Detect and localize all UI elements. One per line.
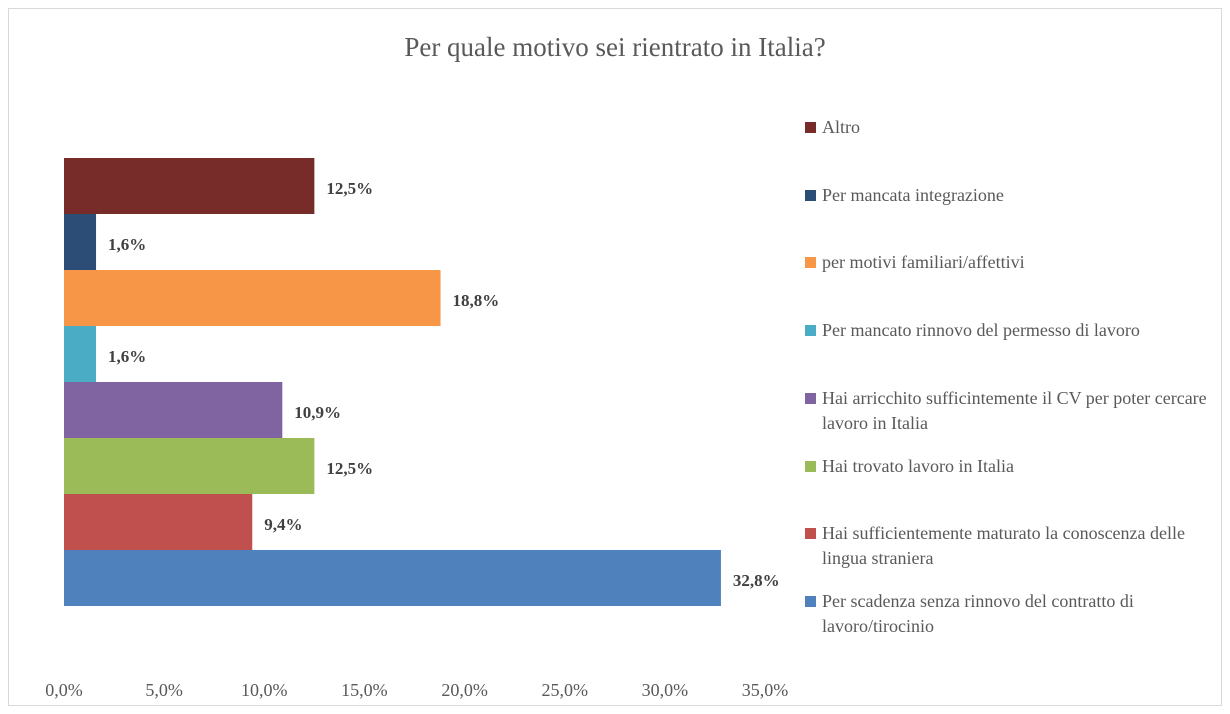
data-label: 18,8% (453, 291, 500, 310)
data-label: 9,4% (264, 515, 302, 534)
x-tick-label: 15,0% (341, 680, 388, 700)
legend-label: Hai sufficientemente maturato la conosce… (822, 523, 1186, 569)
x-tick-label: 5,0% (145, 680, 183, 700)
x-tick-label: 35,0% (742, 680, 789, 700)
bar (64, 326, 97, 382)
legend-label: per motivi familiari/affettivi (822, 252, 1025, 273)
bar (64, 158, 315, 214)
legend-label: Hai arricchito sufficintemente il CV per… (822, 387, 1207, 433)
legend-item: Per scadenza senza rinnovo del contratto… (805, 589, 1215, 639)
data-label: 12,5% (326, 179, 373, 198)
legend-item: Hai arricchito sufficintemente il CV per… (805, 386, 1215, 436)
legend-label: Per mancata integrazione (822, 184, 1004, 205)
x-tick-label: 25,0% (541, 680, 588, 700)
chart-title: Per quale motivo sei rientrato in Italia… (404, 32, 825, 62)
legend-label: Altro (822, 117, 860, 137)
data-label: 12,5% (326, 459, 373, 478)
x-tick-label: 30,0% (642, 680, 689, 700)
bar (64, 382, 283, 438)
data-label: 32,8% (733, 571, 780, 590)
data-label: 1,6% (108, 235, 146, 254)
legend-swatch (805, 392, 816, 404)
legend-item: Per mancato rinnovo del permesso di lavo… (805, 318, 1215, 343)
bar (64, 214, 97, 270)
x-tick-label: 20,0% (441, 680, 488, 700)
x-tick-label: 10,0% (241, 680, 288, 700)
x-tick-label: 0,0% (45, 680, 83, 700)
bar (64, 494, 253, 550)
legend-swatch (805, 460, 816, 472)
legend-swatch (805, 122, 816, 133)
legend-label: Hai trovato lavoro in Italia (822, 455, 1014, 476)
legend-item: per motivi familiari/affettivi (805, 250, 1215, 275)
data-label: 10,9% (294, 403, 341, 422)
legend-swatch (805, 528, 816, 540)
legend-swatch (805, 189, 816, 201)
legend-label: Per scadenza senza rinnovo del contratto… (822, 590, 1134, 636)
legend-swatch (805, 257, 816, 269)
legend-label: Per mancato rinnovo del permesso di lavo… (822, 320, 1140, 341)
bar (64, 550, 721, 606)
legend-swatch (805, 595, 816, 607)
data-label: 1,6% (108, 347, 146, 366)
legend-item: Per mancata integrazione (805, 183, 1215, 208)
frame (8, 8, 1222, 706)
bar (64, 438, 315, 494)
legend-swatch (805, 325, 816, 337)
bar (64, 270, 441, 326)
legend-item: Hai sufficientemente maturato la conosce… (805, 521, 1215, 571)
legend-item: Hai trovato lavoro in Italia (805, 454, 1215, 479)
legend-item: Altro (805, 115, 1215, 140)
